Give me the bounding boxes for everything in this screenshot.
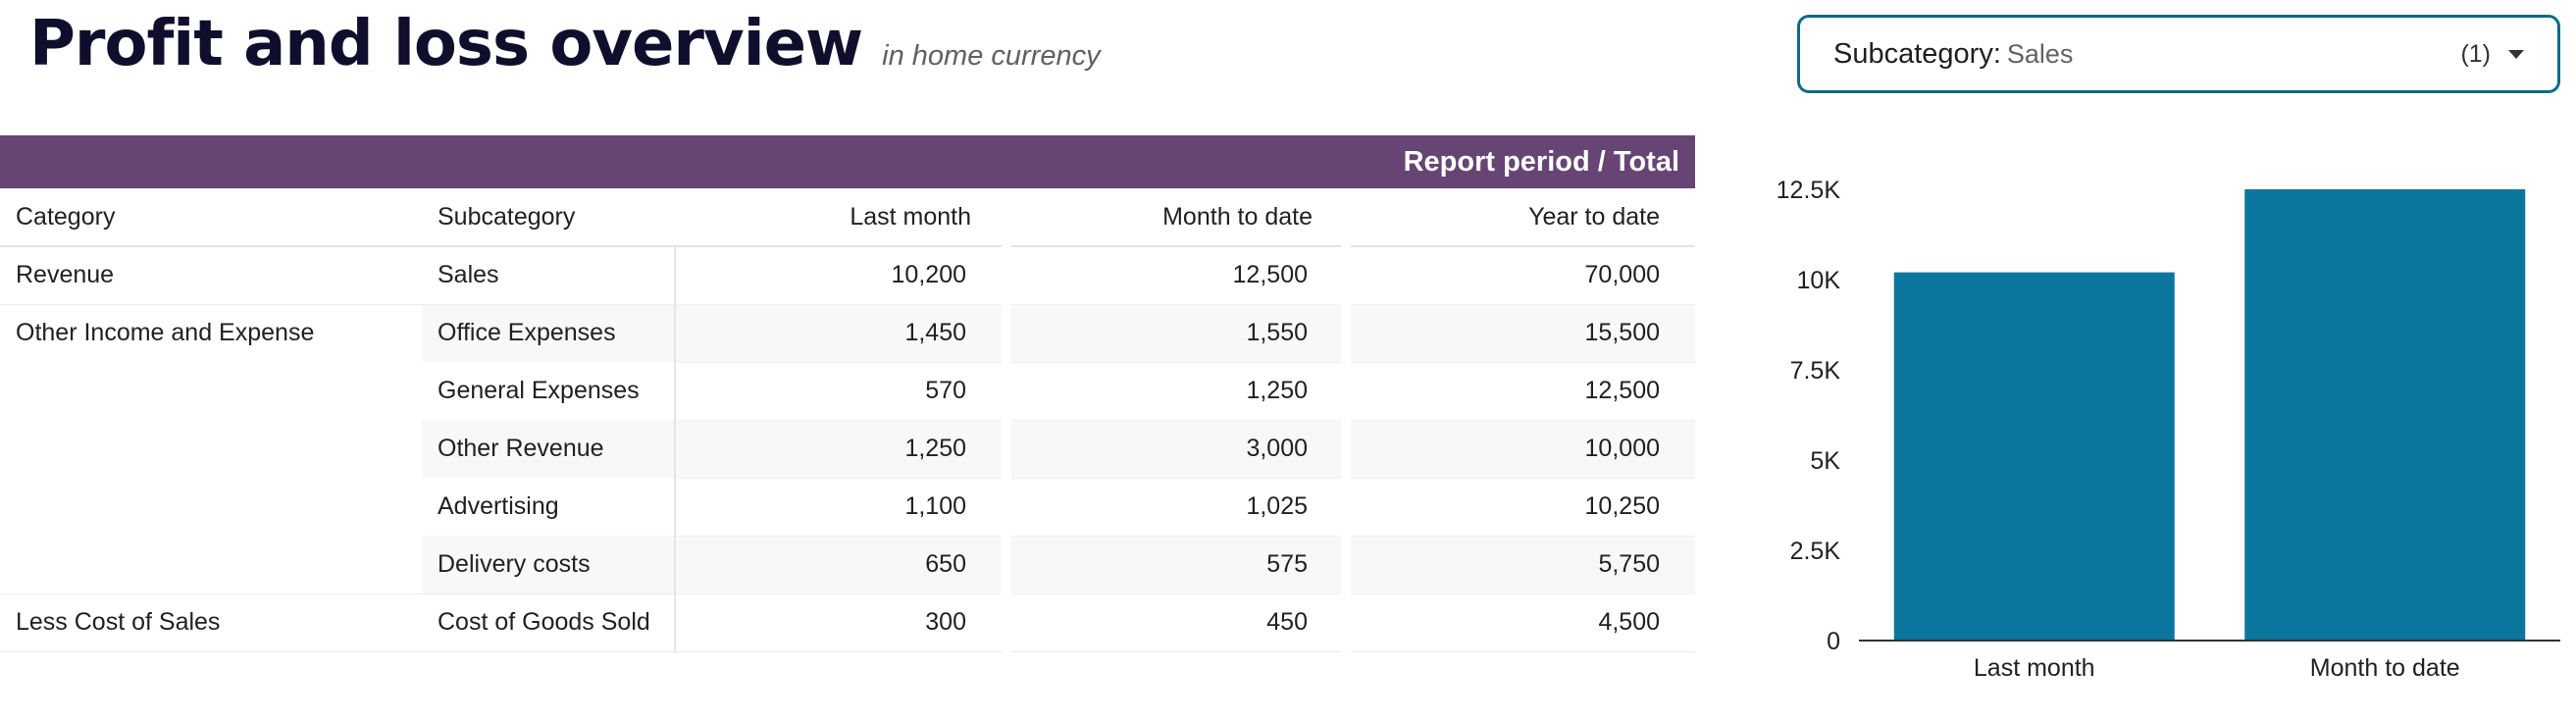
cell-last-month: 1,100 bbox=[675, 478, 1006, 537]
table-header-row: Category Subcategory Last month Month to… bbox=[0, 188, 1695, 247]
cell-category: Revenue bbox=[0, 245, 422, 304]
filter-colon: : bbox=[1992, 37, 2001, 70]
cell-year-to-date: 12,500 bbox=[1341, 362, 1695, 421]
column-header-subcategory[interactable]: Subcategory bbox=[422, 188, 675, 247]
x-tick-label: Month to date bbox=[2310, 654, 2460, 682]
y-tick-label: 2.5K bbox=[1790, 538, 1841, 565]
cell-last-month: 10,200 bbox=[675, 245, 1006, 305]
cell-month-to-date: 450 bbox=[1002, 592, 1346, 652]
cell-subcategory: General Expenses bbox=[422, 362, 676, 420]
y-tick-label: 10K bbox=[1797, 267, 1841, 294]
cell-year-to-date: 70,000 bbox=[1341, 245, 1695, 305]
bar-chart: 0 2.5K 5K 7.5K 10K 12.5K Last month Month to da… bbox=[1766, 162, 2560, 696]
cell-month-to-date: 1,550 bbox=[1002, 303, 1346, 363]
table-row: Revenue Sales 10,200 12,500 70,000 bbox=[0, 245, 1695, 305]
cell-year-to-date: 4,500 bbox=[1341, 592, 1695, 652]
cell-subcategory: Office Expenses bbox=[422, 303, 676, 362]
caret-down-icon[interactable] bbox=[2508, 49, 2524, 59]
column-header-category[interactable]: Category bbox=[0, 188, 422, 247]
cell-month-to-date: 12,500 bbox=[1002, 245, 1346, 305]
cell-year-to-date: 10,250 bbox=[1341, 478, 1695, 537]
table-row: Other Income and Expense Office Expenses… bbox=[0, 303, 1695, 363]
table-row: Advertising 1,100 1,025 10,250 bbox=[0, 478, 1695, 537]
cell-category bbox=[0, 420, 422, 478]
cell-category bbox=[0, 536, 422, 593]
cell-subcategory: Cost of Goods Sold bbox=[422, 592, 676, 652]
page-header: Profit and loss overview in home currenc… bbox=[29, 8, 1101, 80]
bar-chart-svg: 0 2.5K 5K 7.5K 10K 12.5K Last month Month to da… bbox=[1777, 177, 2560, 682]
cell-last-month: 1,450 bbox=[675, 303, 1006, 363]
cell-last-month: 1,250 bbox=[675, 420, 1006, 479]
cell-category bbox=[0, 478, 422, 536]
bar-2 bbox=[2244, 189, 2526, 641]
bar-1 bbox=[1893, 272, 2175, 641]
pnl-table-grid: Category Subcategory Last month Month to… bbox=[0, 188, 1695, 652]
cell-year-to-date: 15,500 bbox=[1341, 303, 1695, 363]
filter-label: Subcategory bbox=[1833, 37, 1993, 70]
cell-category bbox=[0, 362, 422, 420]
filter-selected-count: (1) bbox=[2460, 39, 2491, 68]
cell-year-to-date: 5,750 bbox=[1341, 536, 1695, 594]
cell-subcategory: Delivery costs bbox=[422, 536, 676, 593]
cell-year-to-date: 10,000 bbox=[1341, 420, 1695, 479]
report-period-label: Report period / Total bbox=[1403, 145, 1679, 178]
report-period-header: Report period / Total bbox=[0, 135, 1695, 188]
pnl-table: Report period / Total Category Subcatego… bbox=[0, 135, 1695, 652]
cell-month-to-date: 1,250 bbox=[1002, 362, 1346, 421]
cell-category: Less Cost of Sales bbox=[0, 592, 422, 652]
cell-last-month: 300 bbox=[675, 592, 1006, 652]
column-header-last-month[interactable]: Last month bbox=[675, 188, 1006, 247]
y-tick-label: 0 bbox=[1827, 628, 1840, 655]
column-header-year-to-date[interactable]: Year to date bbox=[1346, 188, 1695, 247]
page-subtitle: in home currency bbox=[882, 40, 1101, 72]
table-row: General Expenses 570 1,250 12,500 bbox=[0, 362, 1695, 421]
y-tick-label: 7.5K bbox=[1790, 357, 1841, 385]
y-tick-label: 12.5K bbox=[1777, 177, 1841, 204]
table-row: Less Cost of Sales Cost of Goods Sold 30… bbox=[0, 592, 1695, 652]
column-header-month-to-date[interactable]: Month to date bbox=[1006, 188, 1346, 247]
cell-last-month: 650 bbox=[675, 536, 1006, 594]
cell-last-month: 570 bbox=[675, 362, 1006, 421]
page-title: Profit and loss overview bbox=[29, 8, 863, 80]
filter-value: Sales bbox=[2006, 38, 2074, 69]
table-row: Delivery costs 650 575 5,750 bbox=[0, 536, 1695, 594]
cell-category: Other Income and Expense bbox=[0, 303, 422, 362]
subcategory-filter-dropdown[interactable]: Subcategory: Sales (1) bbox=[1797, 15, 2560, 93]
cell-month-to-date: 3,000 bbox=[1002, 420, 1346, 479]
y-tick-label: 5K bbox=[1810, 447, 1840, 475]
cell-subcategory: Sales bbox=[422, 245, 676, 304]
x-tick-label: Last month bbox=[1974, 654, 2095, 682]
cell-subcategory: Advertising bbox=[422, 478, 676, 536]
cell-month-to-date: 1,025 bbox=[1002, 478, 1346, 537]
cell-subcategory: Other Revenue bbox=[422, 420, 676, 478]
table-row: Other Revenue 1,250 3,000 10,000 bbox=[0, 420, 1695, 479]
cell-month-to-date: 575 bbox=[1002, 536, 1346, 594]
